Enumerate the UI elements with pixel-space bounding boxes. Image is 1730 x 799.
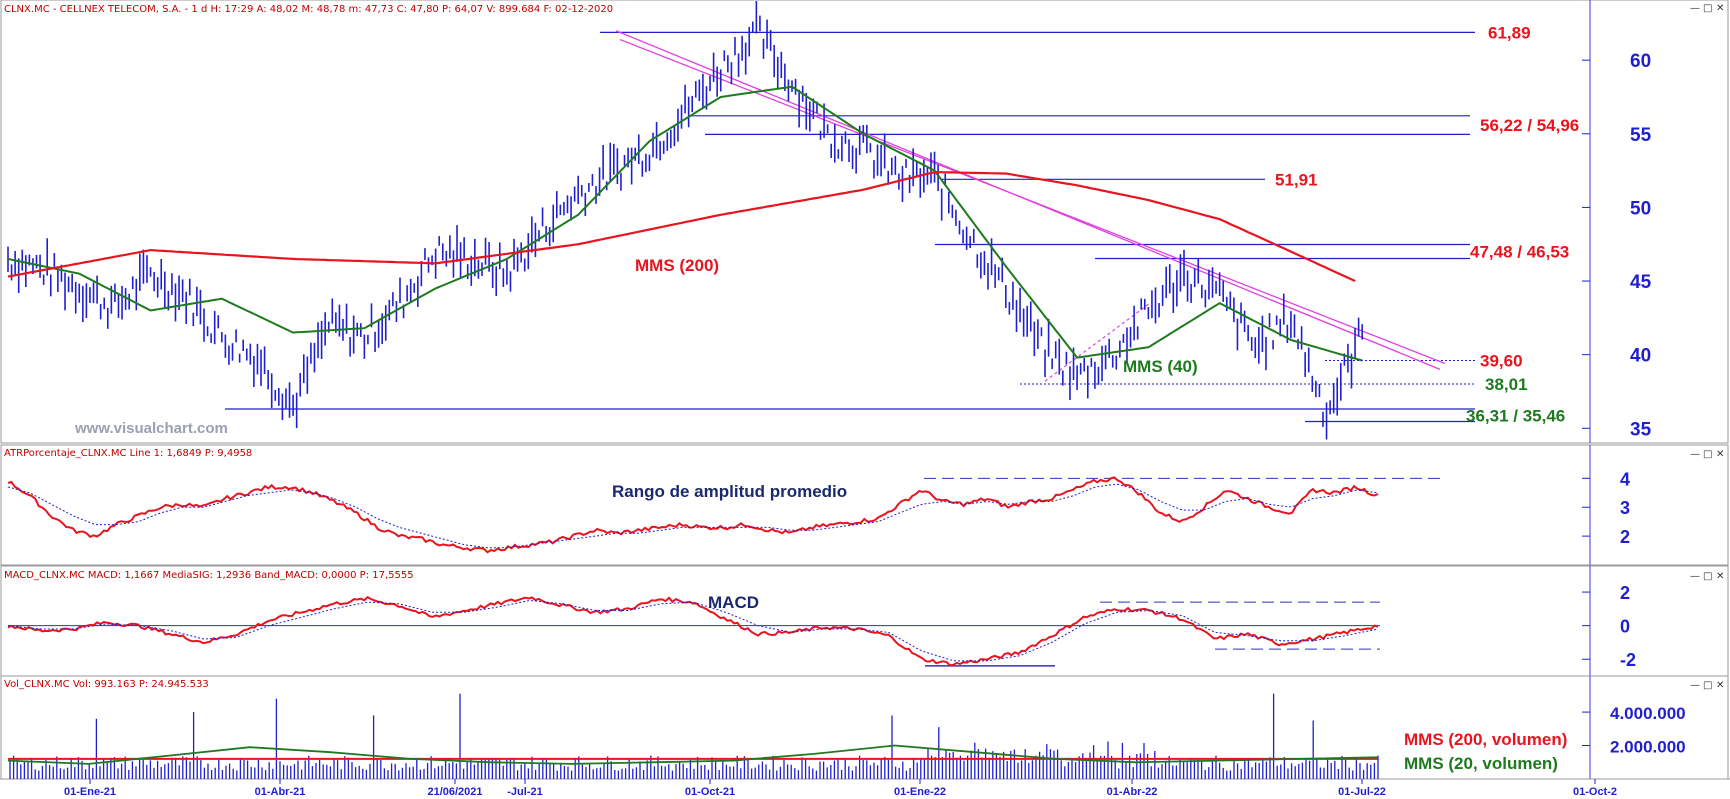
level-label-0: 61,89 [1488,23,1531,42]
macd-title: MACD [708,593,759,612]
window-button-macd-0: — [1690,571,1700,582]
date-tick-6: 01-Abr-22 [1107,786,1158,798]
macd-series-1 [7,600,1379,662]
window-button-macd-2: ✕ [1716,571,1724,582]
date-tick-0: 01-Ene-21 [64,786,116,798]
trendline-lower [619,38,1446,365]
window-button-vol-1: □ [1703,680,1712,691]
level-label-1: 56,22 / 54,96 [1480,116,1579,135]
volume-panel: 2.000.000 4.000.000 [7,693,1686,779]
window-button-macd-1: □ [1703,571,1712,582]
price-tick-label-1: 40 [1630,346,1651,367]
window-button-vol-0: — [1690,680,1700,691]
date-tick-5: 01-Ene-22 [894,786,946,798]
vol-mms20-line [7,744,1379,765]
trendline-support [1044,302,1151,382]
mms200-label: MMS (200) [635,256,719,275]
atr-title: Rango de amplitud promedio [612,482,847,501]
price-tick-label-0: 35 [1630,419,1652,440]
atr-header: ATRPorcentaje_CLNX.MC Line 1: 1,6849 P: … [4,448,252,459]
date-tick-1: 01-Abr-21 [255,786,306,798]
price-tick-label-2: 45 [1630,272,1652,293]
vol-tick-label-0: 2.000.000 [1610,738,1686,757]
mms200-line [7,171,1356,283]
vol-tick-label-1: 4.000.000 [1610,704,1686,723]
window-button-atr-1: □ [1703,449,1712,460]
atr-series-1 [7,483,1379,549]
level-label-2: 51,91 [1275,170,1318,189]
level-label-4: 39,60 [1480,352,1523,371]
atr-tick-label-1: 3 [1620,498,1630,518]
date-tick-8: 01-Oct-2 [1573,786,1617,798]
vol-mms200-label: MMS (200, volumen) [1404,730,1567,749]
panel-border-atr [0,444,1729,566]
window-button-price-0: — [1690,3,1700,14]
panel-border-price [0,0,1729,444]
price-header: CLNX.MC - CELLNEX TELECOM, S.A. - 1 d H:… [4,4,613,15]
window-button-atr-2: ✕ [1716,449,1724,460]
vol-mms20-label: MMS (20, volumen) [1404,754,1558,773]
macd-tick-label-0: -2 [1620,650,1636,670]
atr-panel: 2 3 4 [7,469,1630,554]
watermark: www.visualchart.com [74,420,228,437]
macd-tick-label-1: 0 [1620,617,1630,637]
level-label-6: 36,31 / 35,46 [1466,406,1565,425]
date-tick-7: 01-Jul-22 [1338,786,1386,798]
panel-frames [0,0,1730,780]
window-buttons[interactable]: — □ ✕— □ ✕— □ ✕— □ ✕ [1690,3,1724,691]
atr-tick-label-2: 4 [1620,469,1630,489]
window-button-price-2: ✕ [1716,3,1724,14]
date-tick-2: 21/06/2021 [427,786,482,798]
level-label-3: 47,48 / 46,53 [1470,243,1569,262]
window-button-price-1: □ [1703,3,1712,14]
date-tick-4: 01-Oct-21 [685,786,735,798]
date-tick-3: -Jul-21 [507,786,542,798]
macd-panel: -2 0 2 [7,583,1636,670]
macd-header: MACD_CLNX.MC MACD: 1,1667 MediaSIG: 1,29… [4,570,414,581]
price-tick-label-4: 55 [1630,125,1652,146]
window-button-vol-2: ✕ [1716,680,1724,691]
window-button-atr-0: — [1690,449,1700,460]
atr-tick-label-0: 2 [1620,527,1630,547]
price-tick-label-3: 50 [1630,198,1651,219]
level-label-5: 38,01 [1485,375,1528,394]
macd-tick-label-2: 2 [1620,583,1630,603]
mms40-label: MMS (40) [1123,357,1198,376]
vol-header: Vol_CLNX.MC Vol: 993.163 P: 24.945.533 [4,679,209,690]
price-tick-label-5: 60 [1630,51,1651,72]
mms40-line [7,85,1363,362]
